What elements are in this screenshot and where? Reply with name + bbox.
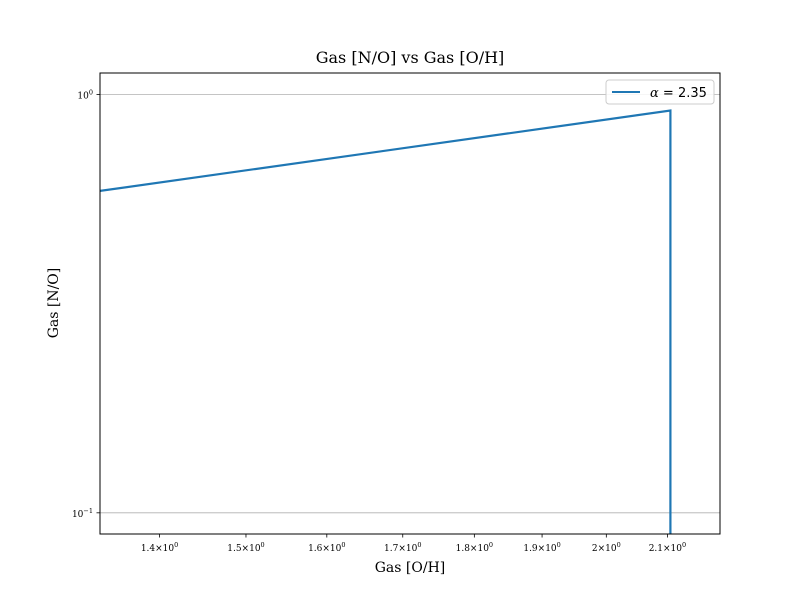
x-tick-mantissa: 2×10	[592, 544, 617, 554]
legend-box	[605, 79, 715, 105]
series-layer	[100, 109, 672, 534]
y-tick-label: 100	[77, 88, 93, 101]
x-tick-mantissa: 1.8×10	[456, 544, 490, 554]
x-axis-label: Gas [O/H]	[375, 560, 446, 576]
x-ticks-layer: 1.4×100 1.5×100 1.6×100 1.7×100 1.8×100 1.9×1…	[141, 534, 686, 554]
series-line	[100, 109, 672, 534]
legend-label: α = 2.35	[650, 86, 707, 101]
chart-title: Gas [N/O] vs Gas [O/H]	[316, 48, 505, 67]
x-tick-exponent: 0	[682, 541, 686, 549]
x-tick-label: 1.4×100	[141, 541, 178, 554]
x-tick-label: 1.8×100	[456, 541, 493, 554]
y-tick-label: 10−1	[72, 507, 93, 520]
legend: α = 2.35	[605, 79, 715, 105]
x-tick-exponent: 0	[174, 541, 178, 549]
x-tick-label: 1.6×100	[308, 541, 345, 554]
x-tick-exponent: 0	[489, 541, 493, 549]
x-tick-label: 1.9×100	[523, 541, 560, 554]
legend-label-value: = 2.35	[659, 86, 707, 101]
x-tick-mantissa: 1.7×10	[384, 544, 418, 554]
x-tick-mantissa: 1.6×10	[308, 544, 342, 554]
x-tick-exponent: 0	[417, 541, 421, 549]
y-tick-exponent: 0	[89, 88, 93, 96]
x-tick-exponent: 0	[261, 541, 265, 549]
x-tick-mantissa: 2.1×10	[649, 544, 683, 554]
x-tick-exponent: 0	[617, 541, 621, 549]
x-tick-mantissa: 1.4×10	[141, 544, 175, 554]
x-tick-label: 1.5×100	[227, 541, 264, 554]
x-tick-mantissa: 1.9×10	[523, 544, 557, 554]
y-tick-base: 10	[77, 91, 89, 101]
legend-label-symbol: α	[650, 86, 659, 101]
x-tick-exponent: 0	[557, 541, 561, 549]
y-tick-exponent: −1	[83, 507, 93, 515]
y-tick-base: 10	[72, 510, 84, 520]
x-tick-label: 2×100	[592, 541, 621, 554]
x-tick-label: 2.1×100	[649, 541, 686, 554]
x-tick-mantissa: 1.5×10	[227, 544, 261, 554]
plot-frame	[99, 72, 721, 535]
y-axis-label: Gas [N/O]	[46, 268, 62, 339]
x-tick-label: 1.7×100	[384, 541, 421, 554]
x-tick-exponent: 0	[341, 541, 345, 549]
